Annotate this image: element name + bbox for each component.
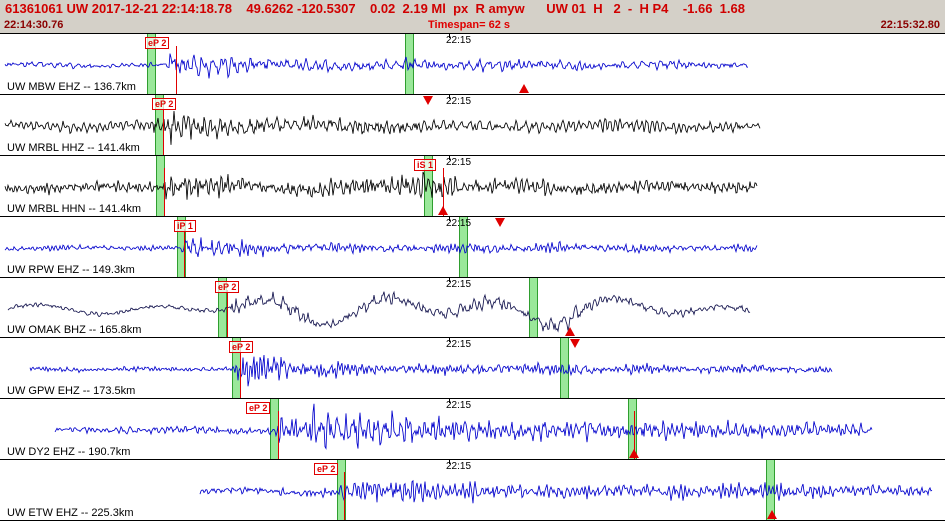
- station-label: UW RPW EHZ -- 149.3km: [7, 263, 135, 276]
- window-start-time: 22:14:30.76: [4, 19, 64, 31]
- waveform: [54, 404, 873, 451]
- waveform: [199, 479, 933, 504]
- marker-triangle[interactable]: [565, 327, 575, 337]
- p-pick-label[interactable]: eP 2: [229, 341, 254, 354]
- time-tick-mark: [449, 94, 450, 99]
- time-tick-label: 22:15: [446, 400, 472, 412]
- p-pick-band[interactable]: [177, 216, 186, 277]
- p-pick-label[interactable]: eP 2: [152, 97, 177, 110]
- p-pick-label[interactable]: iP 1: [174, 219, 196, 232]
- time-tick-label: 22:15: [446, 461, 472, 473]
- p-pick-line: [164, 167, 165, 216]
- window-end-time: 22:15:32.80: [880, 19, 940, 31]
- station-label: UW OMAK BHZ -- 165.8km: [7, 324, 142, 337]
- trace-row[interactable]: eP 2 22:15 UW ETW EHZ -- 225.3km: [0, 460, 945, 521]
- time-tick-label: 22:15: [446, 278, 472, 290]
- marker-triangle[interactable]: [438, 205, 448, 215]
- time-tick-label: 22:15: [446, 35, 472, 46]
- trace-row[interactable]: eP 2 22:15 UW MBW EHZ -- 136.7km: [0, 34, 945, 95]
- waveform: [4, 236, 758, 257]
- marker-triangle[interactable]: [519, 83, 529, 93]
- waveform: [4, 171, 758, 200]
- event-summary-line: 61361061 UW 2017-12-21 22:14:18.78 49.62…: [5, 1, 745, 16]
- timespan-label: Timespan= 62 s: [428, 19, 511, 31]
- p-pick-label[interactable]: eP 2: [314, 463, 339, 476]
- p-pick-label[interactable]: eP 2: [145, 37, 170, 49]
- time-tick-mark: [449, 277, 450, 282]
- p-pick-label[interactable]: eP 2: [215, 280, 240, 293]
- s-pick-band[interactable]: [529, 277, 538, 338]
- time-tick-mark: [449, 460, 450, 465]
- trace-row[interactable]: eP 2 22:15 UW GPW EHZ -- 173.5km: [0, 338, 945, 400]
- time-tick-mark: [449, 34, 450, 38]
- station-label: UW ETW EHZ -- 225.3km: [7, 507, 134, 519]
- trace-row[interactable]: iS 1 22:15 UW MRBL HHN -- 141.4km: [0, 155, 945, 217]
- p-pick-line: [163, 106, 164, 155]
- trace-row[interactable]: iP 1 22:15 UW RPW EHZ -- 149.3km: [0, 216, 945, 278]
- station-label: UW MRBL HHN -- 141.4km: [7, 202, 142, 215]
- time-tick-label: 22:15: [446, 339, 472, 351]
- marker-triangle[interactable]: [629, 449, 639, 459]
- trace-row[interactable]: eP 2 22:15 UW OMAK BHZ -- 165.8km: [0, 277, 945, 339]
- waveform: [7, 290, 751, 333]
- time-tick-label: 22:15: [446, 95, 472, 107]
- station-label: UW GPW EHZ -- 173.5km: [7, 385, 136, 398]
- time-tick-mark: [449, 338, 450, 343]
- marker-triangle[interactable]: [423, 95, 433, 105]
- p-pick-label[interactable]: eP 2: [246, 402, 271, 415]
- time-tick-label: 22:15: [446, 217, 472, 229]
- waveform: [4, 53, 749, 79]
- s-pick-line: [634, 411, 635, 460]
- time-tick-mark: [449, 399, 450, 404]
- time-tick-label: 22:15: [446, 156, 472, 168]
- trace-area: eP 2 22:15 UW MBW EHZ -- 136.7km eP 2 22…: [0, 33, 945, 521]
- marker-triangle[interactable]: [767, 510, 777, 519]
- p-pick-line: [176, 46, 177, 94]
- station-label: UW DY2 EHZ -- 190.7km: [7, 446, 131, 459]
- waveform: [4, 110, 761, 145]
- p-pick-line: [278, 411, 279, 460]
- station-label: UW MRBL HHZ -- 141.4km: [7, 141, 140, 154]
- p-pick-line: [184, 228, 185, 277]
- marker-triangle[interactable]: [495, 217, 505, 227]
- p-pick-line: [227, 289, 228, 338]
- station-label: UW MBW EHZ -- 136.7km: [7, 80, 136, 93]
- time-tick-mark: [449, 216, 450, 221]
- p-pick-line: [344, 472, 345, 520]
- s-pick-band[interactable]: [766, 460, 775, 520]
- p-pick-line: [240, 350, 241, 399]
- trace-row[interactable]: eP 2 22:15 UW MRBL HHZ -- 141.4km: [0, 94, 945, 156]
- time-tick-mark: [449, 155, 450, 160]
- trace-row[interactable]: eP 2 22:15 UW DY2 EHZ -- 190.7km: [0, 399, 945, 461]
- marker-triangle[interactable]: [570, 339, 580, 349]
- s-pick-label[interactable]: iS 1: [414, 158, 437, 171]
- event-header: 61361061 UW 2017-12-21 22:14:18.78 49.62…: [0, 0, 945, 33]
- waveform: [29, 355, 833, 387]
- s-pick-line: [443, 167, 444, 216]
